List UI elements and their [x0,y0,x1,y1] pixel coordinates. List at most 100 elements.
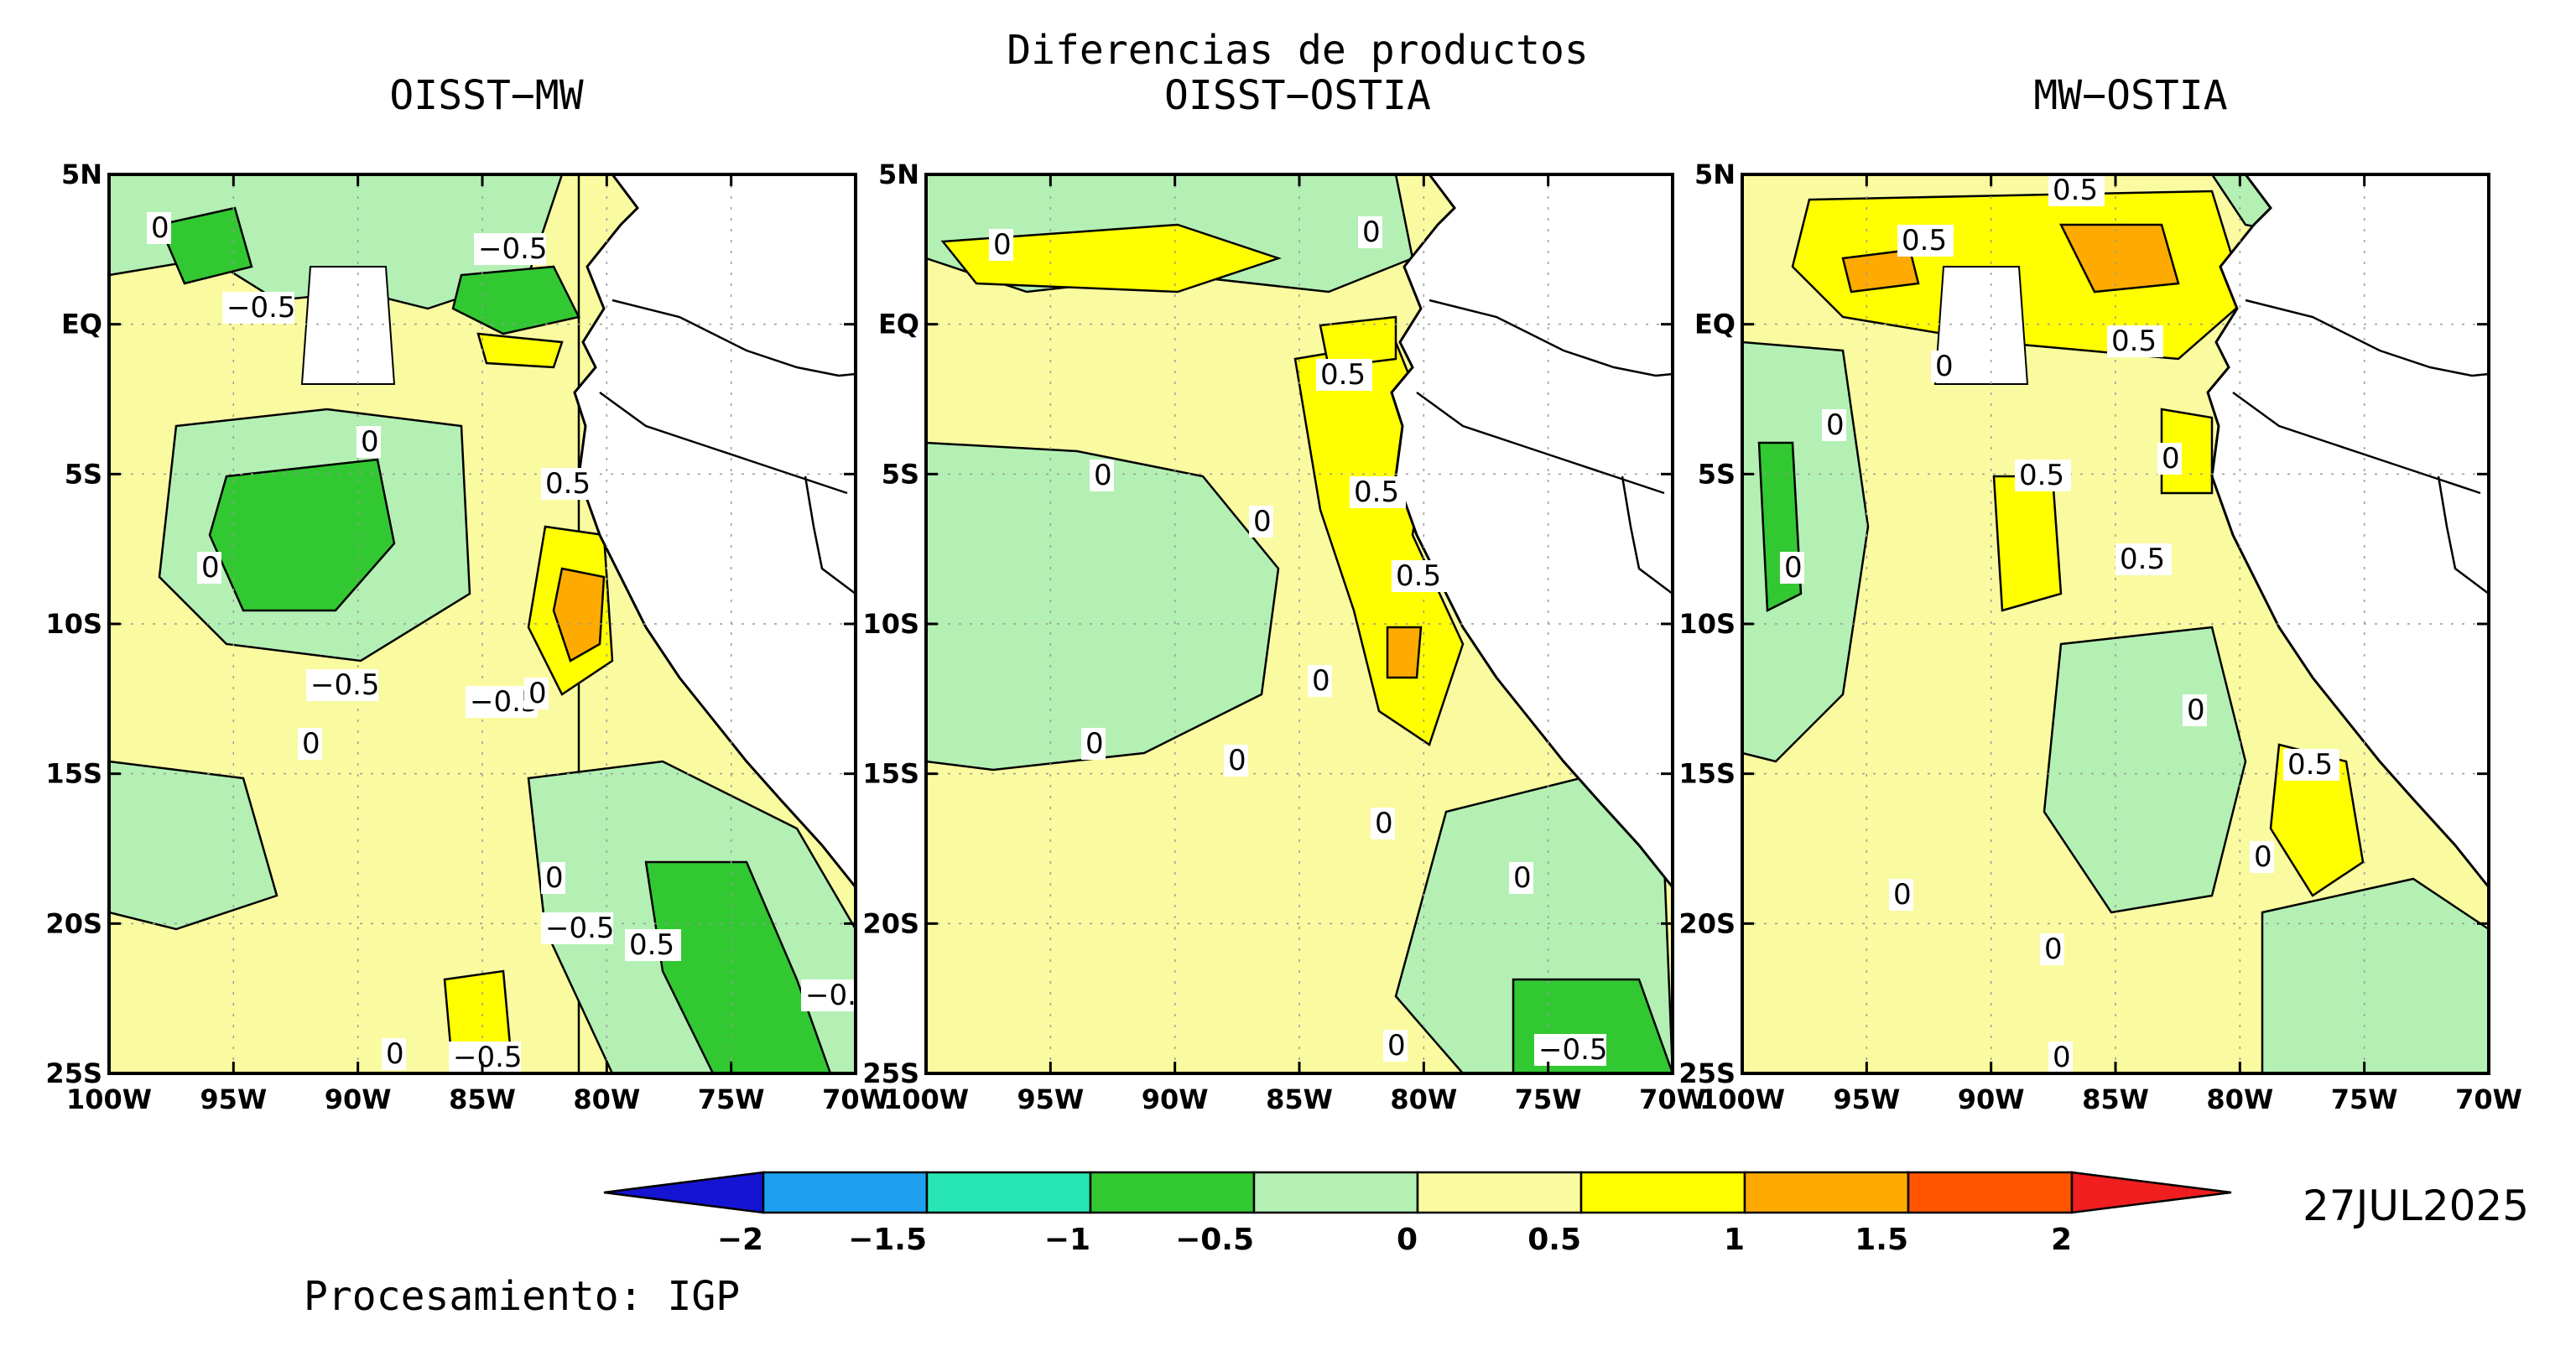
contour-label-bg [1090,460,1114,491]
contour-label: 0.5 [1354,475,1399,509]
contour-label-bg [541,912,613,944]
colorbar-segment [1089,1171,1256,1214]
contour-label-bg [1822,409,1846,441]
contour-label: 0 [2187,694,2205,727]
contour-label: 0.5 [1902,224,1947,257]
contour-label-bg [625,929,681,961]
contour-label: 0 [1893,878,1912,912]
contour-label-bg [1392,560,1448,592]
contour-label-bg [1308,665,1332,697]
land-mass [573,173,857,891]
colorbar-label: 0.5 [1527,1223,1581,1257]
colorbar-segment [1579,1171,1746,1214]
lon-tick-label: 100W [883,1083,969,1115]
contour-label-bg [222,292,294,324]
contour-label-bg [2048,174,2105,206]
land-mass [2206,173,2490,891]
contour-label-bg [1383,1030,1408,1062]
colorbar: −2 −1.5 −1 −0.5 0 0.5 1 1.5 2 [603,1171,2232,1257]
lat-tick-label: 10S [45,608,102,640]
contour-label: 0 [1085,727,1104,761]
map-panel-oisst-mw: OISST−MW 0 −0.5 −0.5 0 0.5 0 −0.5 −0.5 0 0 0 −0.5 −0… [45,72,888,1115]
contour-label-bg [2048,1042,2073,1073]
anomaly-region [451,265,580,335]
colorbar-label: 0 [1397,1223,1418,1257]
lat-tick-label: 10S [1678,608,1736,640]
lon-tick-label: 95W [1017,1083,1084,1115]
contour-label: 0 [151,211,169,245]
lon-tick-label: 75W [2331,1083,2398,1115]
anomaly-region [208,458,396,612]
contour-label-bg [541,468,597,500]
land-mass [1390,173,1674,891]
contour-label: 0 [2254,840,2272,874]
contour-label-bg [197,552,221,584]
contour-label: 0 [1387,1029,1406,1062]
anomaly-region [476,332,564,369]
colorbar-label: 1 [1724,1223,1745,1257]
contour-label: 0 [1784,551,1803,584]
contour-label-bg [524,678,549,709]
contour-label-bg [1889,879,1913,911]
lon-tick-label: 75W [1515,1083,1582,1115]
lon-tick-label: 80W [573,1083,640,1115]
missing-data [300,266,396,385]
country-border [1429,299,1673,377]
lon-tick-label: 95W [200,1083,267,1115]
colorbar-segment [1743,1171,1910,1214]
contour-label: 0 [545,861,564,895]
contour-label: −0.5 [478,232,548,266]
country-border [1621,475,1673,595]
contour-label-bg [298,728,322,760]
contour-label-bg [147,212,171,244]
lon-tick-label: 95W [1833,1083,1900,1115]
contour-label: 0 [386,1037,404,1071]
contour-label: 0 [201,551,220,584]
contour-label: 0 [2162,442,2180,475]
lon-tick-label: 70W [822,1083,889,1115]
colorbar-segment [1416,1171,1583,1214]
colorbar-extend-high [2070,1171,2232,1214]
panel-title: OISST−MW [389,72,583,119]
contour-label-bg [1371,808,1395,839]
lat-tick-label: 15S [862,758,919,790]
contour-label: 0.5 [1396,559,1441,593]
contour-label-bg [1780,552,1804,584]
contour-label-bg [1224,745,1248,777]
contour-label-bg [1534,1034,1606,1066]
country-border [2437,475,2490,595]
contour-label: 0.5 [2111,325,2157,358]
lat-tick-label: 10S [862,608,919,640]
contour-label: 0 [1935,350,1954,383]
contour-label-bg [2040,933,2064,965]
lat-tick-label: 25S [45,1057,102,1089]
contour-label: 0.5 [2019,459,2064,492]
colorbar-label: −2 [717,1223,763,1257]
lat-tick-label: EQ [1694,309,1736,340]
contour-label-bg [1931,351,1955,382]
colorbar-label: 2 [2051,1223,2072,1257]
lat-tick-label: 20S [1678,907,1736,939]
contour-label-bg [801,979,857,1011]
lon-tick-label: 75W [698,1083,765,1115]
contour-label: −0.5 [545,912,615,945]
country-border [804,475,856,595]
lon-tick-label: 90W [325,1083,392,1115]
colorbar-segment [925,1171,1092,1214]
contour-label-bg [449,1042,521,1073]
lon-tick-label: 80W [1390,1083,1457,1115]
lon-tick-label: 90W [1958,1083,2025,1115]
contour-label: −0.5 [1538,1033,1608,1067]
contour-label: 0.5 [545,467,591,501]
colorbar-segment [762,1171,929,1214]
anomaly-region [1992,475,2063,612]
colorbar-segment [1252,1171,1419,1214]
colorbar-label: −1.5 [848,1223,927,1257]
lat-tick-label: 15S [45,758,102,790]
lon-tick-label: 100W [66,1083,152,1115]
contour-label-bg [2283,749,2339,781]
anomaly-region [1319,315,1397,369]
country-border [611,299,856,377]
lat-tick-label: 20S [45,907,102,939]
